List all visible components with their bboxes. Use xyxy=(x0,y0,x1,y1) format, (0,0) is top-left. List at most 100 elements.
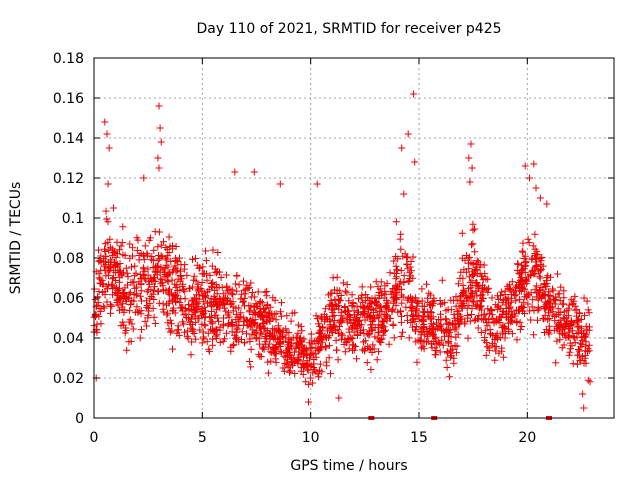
data-point xyxy=(283,328,291,336)
data-point xyxy=(427,320,435,328)
data-point xyxy=(472,279,480,286)
data-point xyxy=(207,301,215,309)
data-point xyxy=(192,335,200,343)
data-point xyxy=(228,290,236,298)
data-point xyxy=(114,292,122,300)
data-point xyxy=(263,301,271,309)
data-point xyxy=(107,263,114,271)
data-point xyxy=(565,305,573,313)
data-point xyxy=(343,281,351,288)
data-point xyxy=(228,328,236,336)
data-point xyxy=(544,316,552,324)
data-point xyxy=(392,294,400,301)
data-point xyxy=(471,317,479,324)
data-point xyxy=(583,297,591,305)
data-point xyxy=(101,258,109,266)
data-point xyxy=(126,254,134,262)
data-point xyxy=(393,266,401,274)
data-point xyxy=(335,305,343,313)
data-point xyxy=(131,262,139,270)
data-point xyxy=(229,303,237,311)
data-point xyxy=(431,344,439,352)
data-point xyxy=(364,343,372,351)
data-point xyxy=(299,370,307,378)
data-point xyxy=(428,309,436,317)
data-point xyxy=(469,226,477,234)
data-point xyxy=(271,325,279,333)
data-point xyxy=(397,278,405,286)
data-point xyxy=(322,344,330,352)
data-point xyxy=(225,313,233,321)
data-point xyxy=(205,345,213,353)
data-point xyxy=(149,264,157,271)
data-point xyxy=(150,296,158,303)
data-point xyxy=(192,300,200,308)
data-point xyxy=(186,318,194,326)
data-point xyxy=(403,260,411,268)
data-point xyxy=(330,321,338,329)
data-point xyxy=(185,284,193,292)
data-point xyxy=(485,284,493,292)
data-point xyxy=(198,270,206,278)
data-point xyxy=(418,285,426,293)
data-point xyxy=(189,326,197,334)
data-point xyxy=(304,365,311,373)
data-point xyxy=(575,346,582,353)
data-point xyxy=(192,255,199,262)
data-point xyxy=(521,162,529,170)
data-point xyxy=(531,230,539,238)
data-point xyxy=(490,318,498,326)
data-point xyxy=(348,291,356,299)
data-point xyxy=(361,337,369,345)
data-point xyxy=(471,248,479,256)
data-point xyxy=(326,332,334,340)
data-point xyxy=(309,379,317,387)
data-point xyxy=(216,268,223,276)
data-point xyxy=(133,246,141,254)
data-point xyxy=(307,330,315,338)
data-point xyxy=(214,317,222,325)
data-point xyxy=(132,290,140,298)
data-point xyxy=(148,253,156,260)
data-point xyxy=(477,329,485,336)
data-point xyxy=(491,343,499,351)
data-point xyxy=(491,356,499,364)
data-point xyxy=(521,310,528,317)
data-point xyxy=(524,235,532,243)
data-point xyxy=(240,297,247,305)
data-point xyxy=(295,348,303,356)
data-point xyxy=(162,261,170,269)
data-point xyxy=(554,290,562,298)
data-point xyxy=(195,295,203,303)
data-point xyxy=(327,297,335,304)
data-point xyxy=(314,370,322,378)
data-point xyxy=(301,361,309,369)
data-point xyxy=(542,303,550,311)
data-point xyxy=(198,339,206,347)
data-point xyxy=(129,244,137,252)
data-point xyxy=(389,322,397,329)
data-point xyxy=(494,335,502,343)
data-point xyxy=(455,307,463,315)
data-point xyxy=(329,302,337,310)
data-point xyxy=(363,359,371,367)
data-point xyxy=(243,330,250,338)
data-point xyxy=(185,301,193,309)
data-point xyxy=(382,290,390,298)
data-point xyxy=(305,398,312,406)
data-point xyxy=(318,368,326,376)
data-point xyxy=(364,331,372,339)
data-point xyxy=(445,373,453,381)
data-point xyxy=(218,301,226,309)
data-point xyxy=(582,338,590,346)
data-point xyxy=(241,302,248,310)
data-point xyxy=(264,369,272,377)
data-point xyxy=(226,285,234,293)
data-point xyxy=(458,303,466,311)
data-point xyxy=(392,301,400,309)
data-point xyxy=(141,317,149,325)
data-point xyxy=(119,251,127,259)
data-point xyxy=(310,337,318,345)
data-point xyxy=(264,311,272,319)
data-point xyxy=(581,333,589,341)
